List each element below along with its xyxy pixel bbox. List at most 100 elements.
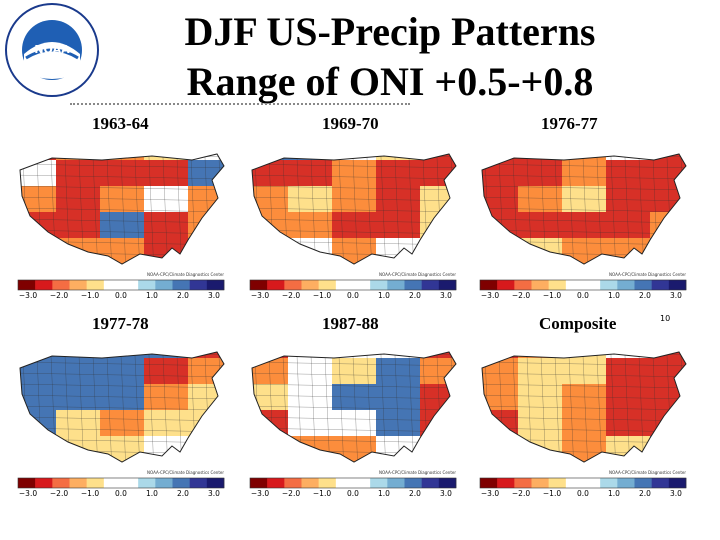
colorbar-tick-label: 2.0 xyxy=(639,291,651,300)
colorbar-tick-label: −2.0 xyxy=(50,291,68,300)
precip-region xyxy=(518,436,563,462)
precip-region xyxy=(188,352,224,359)
colorbar-segment xyxy=(121,280,139,290)
precip-region xyxy=(20,238,57,264)
colorbar-tick-label: −1.0 xyxy=(543,489,561,498)
noaa-logo: NOAA xyxy=(4,2,100,98)
precip-region xyxy=(650,154,686,161)
precip-region xyxy=(56,160,101,187)
precip-region xyxy=(420,238,456,264)
colorbar-tick-label: 1.0 xyxy=(378,291,390,300)
colorbar-tick-label: −3.0 xyxy=(251,291,269,300)
precip-region xyxy=(188,212,224,239)
precip-region xyxy=(144,384,189,411)
precip-region xyxy=(252,352,289,359)
precip-region xyxy=(562,436,607,462)
colorbar-segment xyxy=(172,280,190,290)
colorbar-segment xyxy=(634,478,652,488)
colorbar-segment xyxy=(69,280,87,290)
colorbar-segment xyxy=(387,478,405,488)
precip-region xyxy=(252,436,289,462)
precip-region xyxy=(56,384,101,411)
us-outline xyxy=(481,351,687,463)
colorbar-tick-label: 0.0 xyxy=(577,489,589,498)
colorbar-tick-label: −3.0 xyxy=(251,489,269,498)
precip-region xyxy=(420,154,456,161)
precip-region xyxy=(376,358,421,385)
precip-region xyxy=(288,186,333,213)
precip-region xyxy=(252,212,289,239)
map-credit: NOAA-CPC/Climate Diagnostics Center xyxy=(609,470,686,475)
colorbar-segment xyxy=(86,478,105,488)
colorbar-segment xyxy=(103,280,122,290)
colorbar-segment xyxy=(18,280,36,290)
precip-region xyxy=(376,186,421,213)
colorbar-tick-label: 0.0 xyxy=(115,489,127,498)
colorbar-segment xyxy=(206,280,225,290)
map-credit: NOAA-CPC/Climate Diagnostics Center xyxy=(379,272,456,277)
map-credit: NOAA-CPC/Climate Diagnostics Center xyxy=(147,272,224,277)
colorbar-tick-label: 1.0 xyxy=(378,489,390,498)
colorbar-tick-label: 3.0 xyxy=(440,489,452,498)
precip-region xyxy=(188,160,224,187)
precip-region xyxy=(420,358,456,385)
precip-region xyxy=(288,352,333,359)
precip-region xyxy=(650,212,686,239)
precip-map-1963-64: NOAA-CPC/Climate Diagnostics Center −3.0 −… xyxy=(12,134,232,326)
colorbar-segment xyxy=(318,478,337,488)
precip-region xyxy=(332,238,377,264)
precip-region xyxy=(20,160,57,187)
precip-region xyxy=(20,352,57,359)
colorbar-tick-label: −3.0 xyxy=(19,291,37,300)
colorbar-tick-label: 3.0 xyxy=(208,489,220,498)
precip-region xyxy=(56,436,101,462)
colorbar-tick-label: 1.0 xyxy=(608,489,620,498)
colorbar-tick-label: 0.0 xyxy=(577,291,589,300)
precip-region xyxy=(606,384,651,411)
precip-region xyxy=(100,352,145,359)
colorbar-segment xyxy=(155,478,173,488)
precip-region xyxy=(252,238,289,264)
colorbar-segment xyxy=(189,478,208,488)
precip-region xyxy=(650,160,686,187)
title-line-2: Range of ONI +0.5-+0.8 xyxy=(186,59,594,104)
precip-region xyxy=(518,154,563,161)
colorbar-tick-label: 0.0 xyxy=(347,489,359,498)
colorbar-segment xyxy=(353,478,371,488)
colorbar-segment xyxy=(370,280,388,290)
precip-map-1976-77: NOAA-CPC/Climate Diagnostics Center −3.0 −… xyxy=(474,134,694,326)
precip-region xyxy=(332,154,377,161)
colorbar-segment xyxy=(138,280,156,290)
precip-map-composite: NOAA-CPC/Climate Diagnostics Center −3.0 −… xyxy=(474,332,694,524)
colorbar-tick-label: −2.0 xyxy=(512,489,530,498)
precip-region xyxy=(56,154,101,161)
colorbar-segment xyxy=(600,478,618,488)
precip-region xyxy=(144,186,189,213)
colorbar-tick-label: 2.0 xyxy=(409,489,421,498)
precip-region xyxy=(562,410,607,437)
precip-region xyxy=(518,352,563,359)
precip-region xyxy=(562,154,607,161)
colorbar-segment xyxy=(617,478,635,488)
colorbar-tick-label: 1.0 xyxy=(608,291,620,300)
precip-region xyxy=(188,436,224,462)
colorbar-segment xyxy=(514,280,532,290)
colorbar-segment xyxy=(206,478,225,488)
colorbar-segment xyxy=(617,280,635,290)
us-outline xyxy=(251,351,457,463)
colorbar-segment xyxy=(189,280,208,290)
precip-region xyxy=(650,352,686,359)
precip-region xyxy=(518,212,563,239)
colorbar-segment xyxy=(335,478,354,488)
colorbar-segment xyxy=(335,280,354,290)
precip-region xyxy=(100,238,145,264)
colorbar-tick-label: 2.0 xyxy=(409,291,421,300)
colorbar-segment xyxy=(651,478,670,488)
us-outline xyxy=(19,351,225,463)
colorbar-tick-label: −3.0 xyxy=(481,489,499,498)
precip-region xyxy=(252,160,289,187)
colorbar-segment xyxy=(155,280,173,290)
colorbar-segment xyxy=(35,280,53,290)
panel-label-3: 1976-77 xyxy=(541,114,598,133)
precip-region xyxy=(420,436,456,462)
